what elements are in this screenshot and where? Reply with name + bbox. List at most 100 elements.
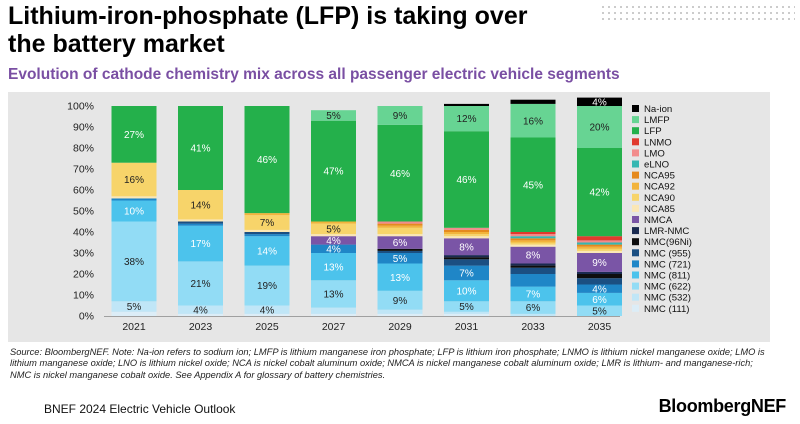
legend-label: Na-ion (644, 104, 672, 115)
data-label: 6% (592, 295, 607, 306)
bar-segment (510, 286, 556, 302)
data-label: 42% (589, 188, 609, 199)
bar-segment (311, 110, 356, 121)
data-label: 5% (127, 302, 142, 313)
y-tick-label: 80% (73, 143, 94, 155)
bar-segment (577, 244, 622, 247)
bar-segment (577, 148, 622, 237)
legend-swatch (632, 293, 639, 301)
x-tick-label: 2031 (455, 321, 479, 333)
data-label: 9% (393, 296, 408, 307)
brand-logo: BloombergNEF (658, 396, 787, 416)
data-label: 4% (260, 305, 275, 316)
data-label: 6% (393, 238, 408, 249)
bar-segment (577, 236, 622, 241)
data-label: 19% (257, 281, 277, 292)
legend-swatch (632, 171, 639, 179)
bar-segment (510, 240, 556, 243)
legend-label: NCA95 (644, 171, 675, 182)
bar-segment (244, 265, 290, 306)
data-label: 7% (260, 218, 275, 229)
data-label: 4% (592, 284, 607, 295)
bar-segment (577, 284, 622, 293)
data-label: 47% (323, 167, 343, 178)
bar-segment (577, 271, 622, 274)
legend-swatch (632, 149, 639, 157)
legend-label: NCA90 (644, 193, 675, 204)
bar-segment (510, 301, 556, 314)
bar-segment (444, 229, 489, 232)
legend-label: NMC (955) (644, 248, 691, 259)
bar-segment (311, 223, 356, 235)
data-label: 10% (124, 207, 144, 218)
data-label: 8% (459, 242, 474, 253)
data-label: 27% (124, 130, 144, 141)
y-tick-label: 30% (73, 248, 94, 260)
data-label: 13% (323, 262, 343, 273)
legend-swatch (632, 216, 639, 223)
data-label: 13% (390, 273, 410, 284)
x-tick-label: 2021 (122, 321, 146, 333)
bar-segment (178, 261, 223, 306)
x-tick-label: 2023 (189, 321, 213, 333)
bar-segment (510, 232, 556, 235)
legend-swatch (632, 116, 639, 124)
bar-segment (311, 313, 356, 316)
data-label: 16% (523, 116, 543, 127)
bar-segment (577, 253, 622, 272)
page-title: Lithium-iron-phosphate (LFP) is taking o… (8, 2, 528, 58)
legend-label: NMCA (644, 215, 673, 226)
bar-segment (111, 311, 157, 316)
y-tick-label: 70% (73, 164, 94, 176)
bar-segment (377, 313, 423, 316)
bar-segment (244, 234, 290, 237)
bar-segment (444, 131, 489, 228)
bar-segment (510, 274, 556, 287)
bar-segment (178, 225, 223, 262)
bar-segment (444, 227, 489, 230)
bar-segment (244, 213, 290, 216)
bar-segment (377, 234, 423, 237)
y-tick-label: 90% (73, 122, 94, 134)
data-label: 20% (589, 123, 609, 134)
bar-segment (510, 242, 556, 245)
bar-segment (311, 307, 356, 314)
bar-segment (510, 313, 556, 316)
bar-segment (178, 190, 223, 220)
data-label: 4% (326, 236, 341, 247)
data-label: 10% (456, 286, 476, 297)
data-label: 45% (523, 180, 543, 191)
bar-segment (444, 103, 489, 106)
x-tick-label: 2027 (322, 321, 346, 333)
bar-segment (510, 137, 556, 232)
bar-segment (178, 313, 223, 316)
bar-segment (377, 223, 423, 226)
bar-segment (510, 236, 556, 239)
bar-segment (111, 196, 157, 199)
legend-label: eLNO (644, 160, 669, 171)
bar-segment (311, 120, 356, 222)
legend-swatch (632, 238, 639, 246)
bar-segment (577, 97, 622, 106)
bar-segment (111, 198, 157, 201)
y-tick-label: 60% (73, 185, 94, 197)
bar-segment (311, 234, 356, 237)
legend-label: NCA92 (644, 182, 675, 193)
bar-segment (510, 103, 556, 138)
legend-swatch (632, 304, 639, 312)
legend-label: NMC (721) (644, 259, 691, 270)
data-label: 46% (456, 175, 476, 186)
bar-segment (444, 313, 489, 316)
legend-swatch (632, 127, 639, 135)
legend-swatch (632, 138, 639, 146)
data-label: 4% (193, 305, 208, 316)
data-label: 38% (124, 257, 144, 268)
data-label: 41% (190, 144, 210, 155)
bar-segment (244, 313, 290, 316)
report-name: BNEF 2024 Electric Vehicle Outlook (44, 402, 236, 416)
legend-label: LNMO (644, 137, 672, 148)
bar-segment (510, 244, 556, 247)
bar-segment (244, 232, 290, 235)
x-tick-label: 2025 (255, 321, 279, 333)
bar-segment (377, 309, 423, 314)
